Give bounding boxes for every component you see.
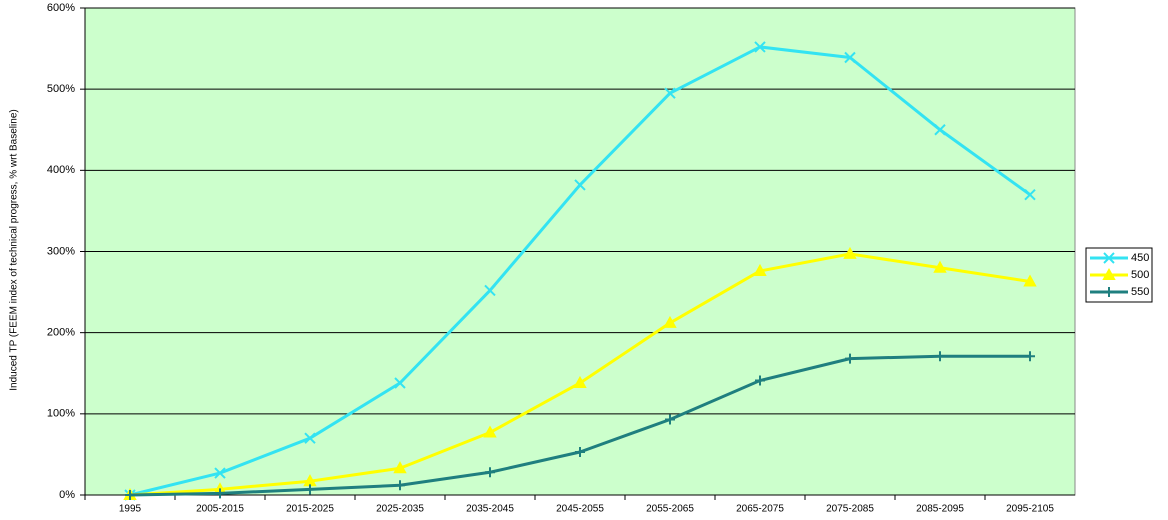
data-point <box>395 480 405 491</box>
y-tick-label: 0% <box>59 489 75 501</box>
x-tick-label: 2075-2085 <box>826 504 874 515</box>
data-point <box>485 467 495 478</box>
data-point <box>843 246 857 259</box>
data-point <box>935 351 945 362</box>
data-point <box>573 375 587 388</box>
y-tick-label: 600% <box>47 2 75 14</box>
data-point <box>574 179 586 191</box>
x-tick-label: 1995 <box>119 504 142 515</box>
data-point <box>933 260 947 273</box>
x-tick-label: 2015-2025 <box>286 504 334 515</box>
y-tick-label: 400% <box>47 164 75 176</box>
legend-marker <box>1103 252 1115 264</box>
data-point <box>305 484 315 495</box>
x-tick-label: 2045-2055 <box>556 504 604 515</box>
y-tick-label: 100% <box>47 408 75 420</box>
legend-label: 500 <box>1131 269 1149 281</box>
y-axis-label: Induced TP (FEEM index of technical prog… <box>9 109 20 390</box>
x-tick-label: 2005-2015 <box>196 504 244 515</box>
x-tick-label: 2025-2035 <box>376 504 424 515</box>
data-point <box>214 467 226 479</box>
y-tick-label: 200% <box>47 327 75 339</box>
data-point <box>393 461 407 474</box>
data-point <box>1025 351 1035 362</box>
x-tick-label: 2055-2065 <box>646 504 694 515</box>
data-point <box>663 315 677 328</box>
legend-label: 550 <box>1131 286 1149 298</box>
data-point <box>215 488 225 499</box>
data-point <box>664 87 676 99</box>
legend-label: 450 <box>1131 252 1149 264</box>
data-point <box>575 446 585 457</box>
data-point <box>845 353 855 364</box>
data-point <box>755 375 765 386</box>
data-point <box>394 377 406 389</box>
legend-marker <box>1104 287 1114 297</box>
y-tick-label: 300% <box>47 245 75 257</box>
data-point <box>1023 274 1037 287</box>
data-point <box>304 432 316 444</box>
y-tick-label: 500% <box>47 83 75 95</box>
data-point <box>665 414 675 425</box>
data-point <box>754 41 766 53</box>
data-point <box>934 124 946 136</box>
x-tick-label: 2035-2045 <box>466 504 514 515</box>
x-tick-label: 2065-2075 <box>736 504 784 515</box>
data-point <box>844 51 856 64</box>
data-point <box>483 425 497 438</box>
data-point <box>125 490 135 500</box>
legend-box <box>1085 247 1153 303</box>
data-point <box>1024 188 1036 201</box>
data-point <box>484 284 496 297</box>
legend-marker <box>1102 267 1116 280</box>
data-point <box>753 263 767 276</box>
x-tick-label: 2095-2105 <box>1006 504 1054 515</box>
x-tick-label: 2085-2095 <box>916 504 964 515</box>
